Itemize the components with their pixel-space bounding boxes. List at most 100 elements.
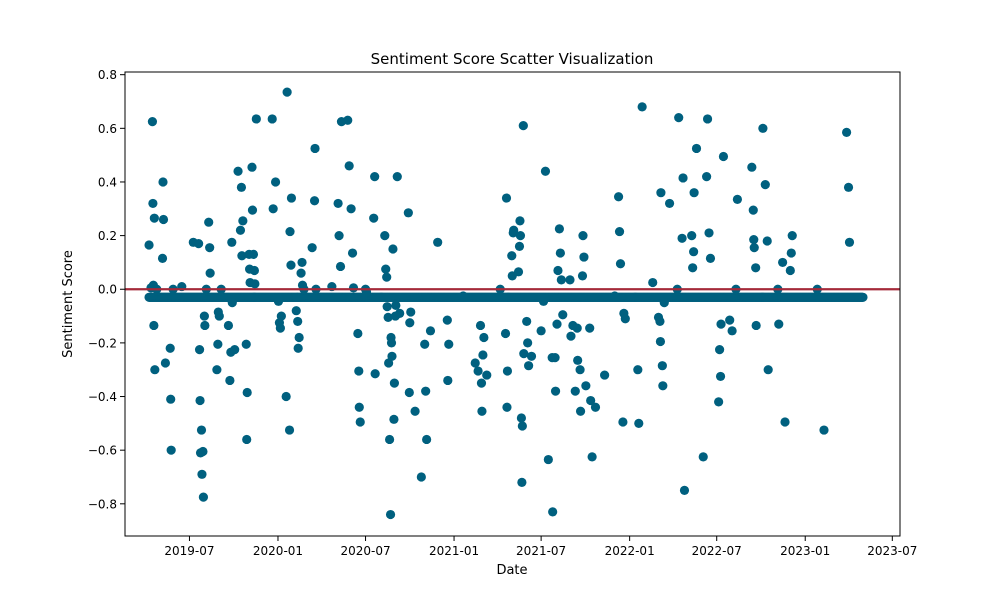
data-point: [579, 252, 589, 262]
data-point: [275, 323, 285, 333]
data-point: [565, 275, 575, 285]
data-point: [688, 263, 698, 273]
data-point: [395, 308, 405, 318]
data-point: [714, 397, 724, 407]
data-point: [550, 386, 561, 396]
data-point: [747, 162, 757, 172]
data-point: [204, 217, 214, 227]
data-point: [749, 243, 759, 253]
data-point: [309, 196, 320, 206]
data-point: [236, 182, 247, 192]
data-point: [420, 339, 430, 349]
data-point: [558, 310, 568, 320]
data-point: [386, 338, 397, 348]
data-point: [575, 406, 586, 416]
y-tick-label: 0.0: [98, 283, 117, 297]
data-point: [284, 425, 295, 435]
chart-title: Sentiment Score Scatter Visualization: [371, 50, 654, 68]
data-point: [200, 320, 210, 331]
data-point: [819, 425, 829, 435]
data-point: [213, 339, 223, 349]
data-point: [157, 253, 168, 263]
data-point: [403, 208, 413, 218]
data-point: [149, 320, 159, 331]
data-point: [198, 492, 209, 502]
data-point: [296, 268, 306, 278]
data-point: [614, 226, 625, 237]
data-point: [241, 339, 251, 349]
data-point: [158, 177, 168, 187]
x-tick-label: 2023-07: [867, 544, 917, 558]
data-point: [205, 243, 215, 253]
data-point: [507, 251, 517, 261]
data-point: [148, 198, 158, 209]
data-point: [382, 302, 392, 312]
data-point: [678, 173, 688, 183]
data-point: [392, 172, 402, 182]
data-point: [536, 326, 546, 336]
data-point: [389, 414, 399, 424]
data-point: [748, 205, 758, 215]
data-point: [751, 320, 761, 331]
data-point: [656, 188, 666, 198]
data-point: [523, 338, 533, 348]
data-point: [479, 332, 489, 343]
data-point: [689, 188, 699, 198]
data-point: [658, 381, 668, 391]
data-point: [538, 296, 549, 306]
data-point: [286, 260, 296, 270]
data-point: [659, 298, 669, 308]
data-point: [657, 361, 667, 371]
data-point: [383, 312, 393, 323]
data-point: [144, 240, 154, 250]
data-point: [166, 394, 176, 404]
data-point: [618, 417, 628, 427]
x-tick-label: 2023-01: [780, 544, 830, 558]
data-point: [762, 236, 772, 246]
data-point: [540, 166, 551, 176]
data-point: [691, 143, 702, 154]
data-point: [477, 406, 487, 416]
data-point: [842, 127, 852, 137]
data-point: [556, 275, 566, 285]
y-tick-label: −0.8: [88, 497, 117, 511]
data-point: [552, 319, 562, 329]
data-point: [475, 320, 486, 331]
data-point: [780, 417, 790, 427]
data-point: [749, 235, 759, 245]
data-point: [500, 328, 511, 339]
data-point: [443, 375, 453, 386]
data-point: [422, 434, 432, 445]
data-point: [704, 228, 714, 238]
y-tick-label: 0.6: [98, 122, 117, 136]
data-point: [517, 421, 527, 431]
data-point: [149, 213, 159, 223]
data-point: [555, 248, 565, 258]
data-point: [634, 418, 644, 428]
data-point: [444, 339, 454, 349]
data-point: [353, 328, 363, 339]
data-point: [610, 291, 620, 301]
data-point: [458, 291, 468, 301]
data-point: [515, 231, 526, 241]
data-point: [281, 391, 291, 402]
data-point: [715, 371, 726, 382]
data-point: [247, 162, 257, 172]
data-points: [144, 87, 868, 520]
data-point: [587, 452, 597, 462]
data-point: [705, 253, 716, 263]
data-point: [518, 121, 528, 131]
data-point: [566, 331, 576, 341]
data-point: [382, 272, 392, 282]
data-point: [242, 434, 252, 445]
data-point: [843, 182, 854, 192]
data-point: [230, 345, 240, 355]
plot-frame: [124, 71, 901, 537]
y-tick-label: 0.2: [98, 229, 117, 243]
data-point: [370, 172, 380, 182]
data-point: [633, 365, 643, 375]
data-point: [335, 261, 346, 272]
data-point: [389, 378, 399, 388]
data-point: [165, 343, 175, 353]
data-point: [513, 267, 524, 277]
